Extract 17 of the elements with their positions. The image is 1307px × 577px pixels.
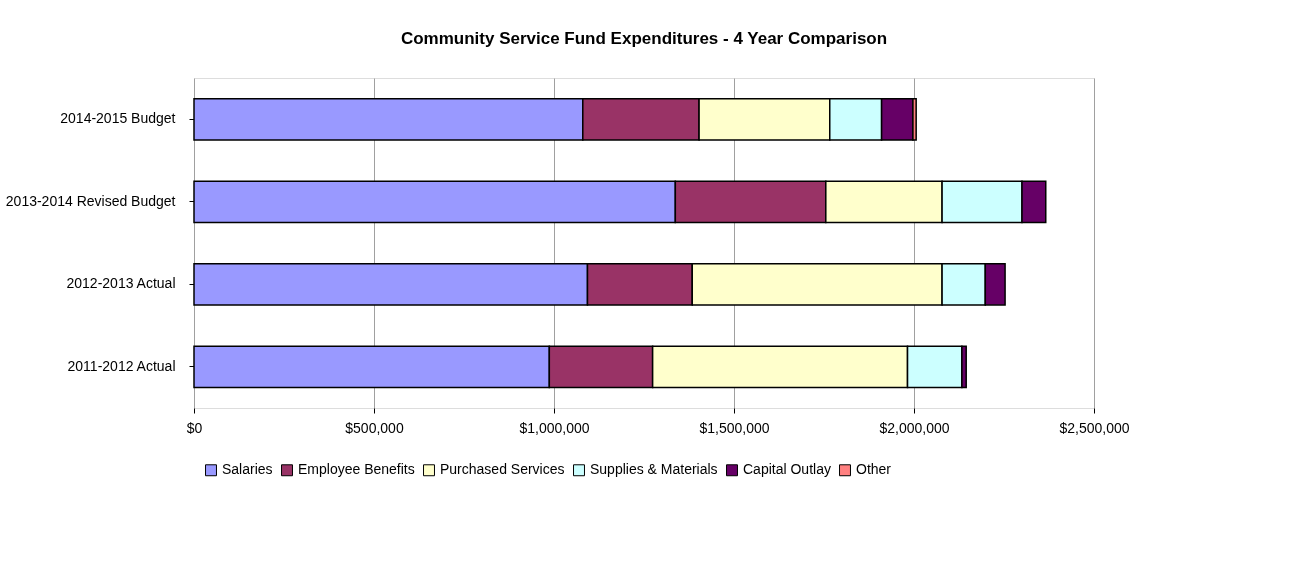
chart-title: Community Service Fund Expenditures - 4 Year Comparison: [400, 29, 888, 48]
y-tick-label: 2011-2012 Actual: [67, 357, 176, 374]
x-tick-label: $2,000,000: [879, 419, 950, 436]
y-tick-label: 2012-2013 Actual: [66, 275, 176, 292]
legend-label: Salaries: [222, 461, 273, 478]
legend-label: Supplies & Materials: [590, 461, 718, 478]
x-tick-label: $1,500,000: [699, 419, 770, 436]
legend-label: Employee Benefits: [298, 461, 415, 478]
legend-label: Capital Outlay: [743, 461, 831, 478]
legend-label: Other: [856, 461, 892, 478]
x-tick-label: $500,000: [345, 419, 404, 436]
x-tick-label: $0: [186, 419, 203, 436]
x-tick-label: $2,500,000: [1059, 419, 1130, 436]
y-tick-label: 2014-2015 Budget: [60, 110, 176, 127]
x-tick-label: $1,000,000: [519, 419, 590, 436]
y-tick-label: 2013-2014 Revised Budget: [5, 192, 176, 209]
legend-label: Purchased Services: [440, 461, 565, 478]
